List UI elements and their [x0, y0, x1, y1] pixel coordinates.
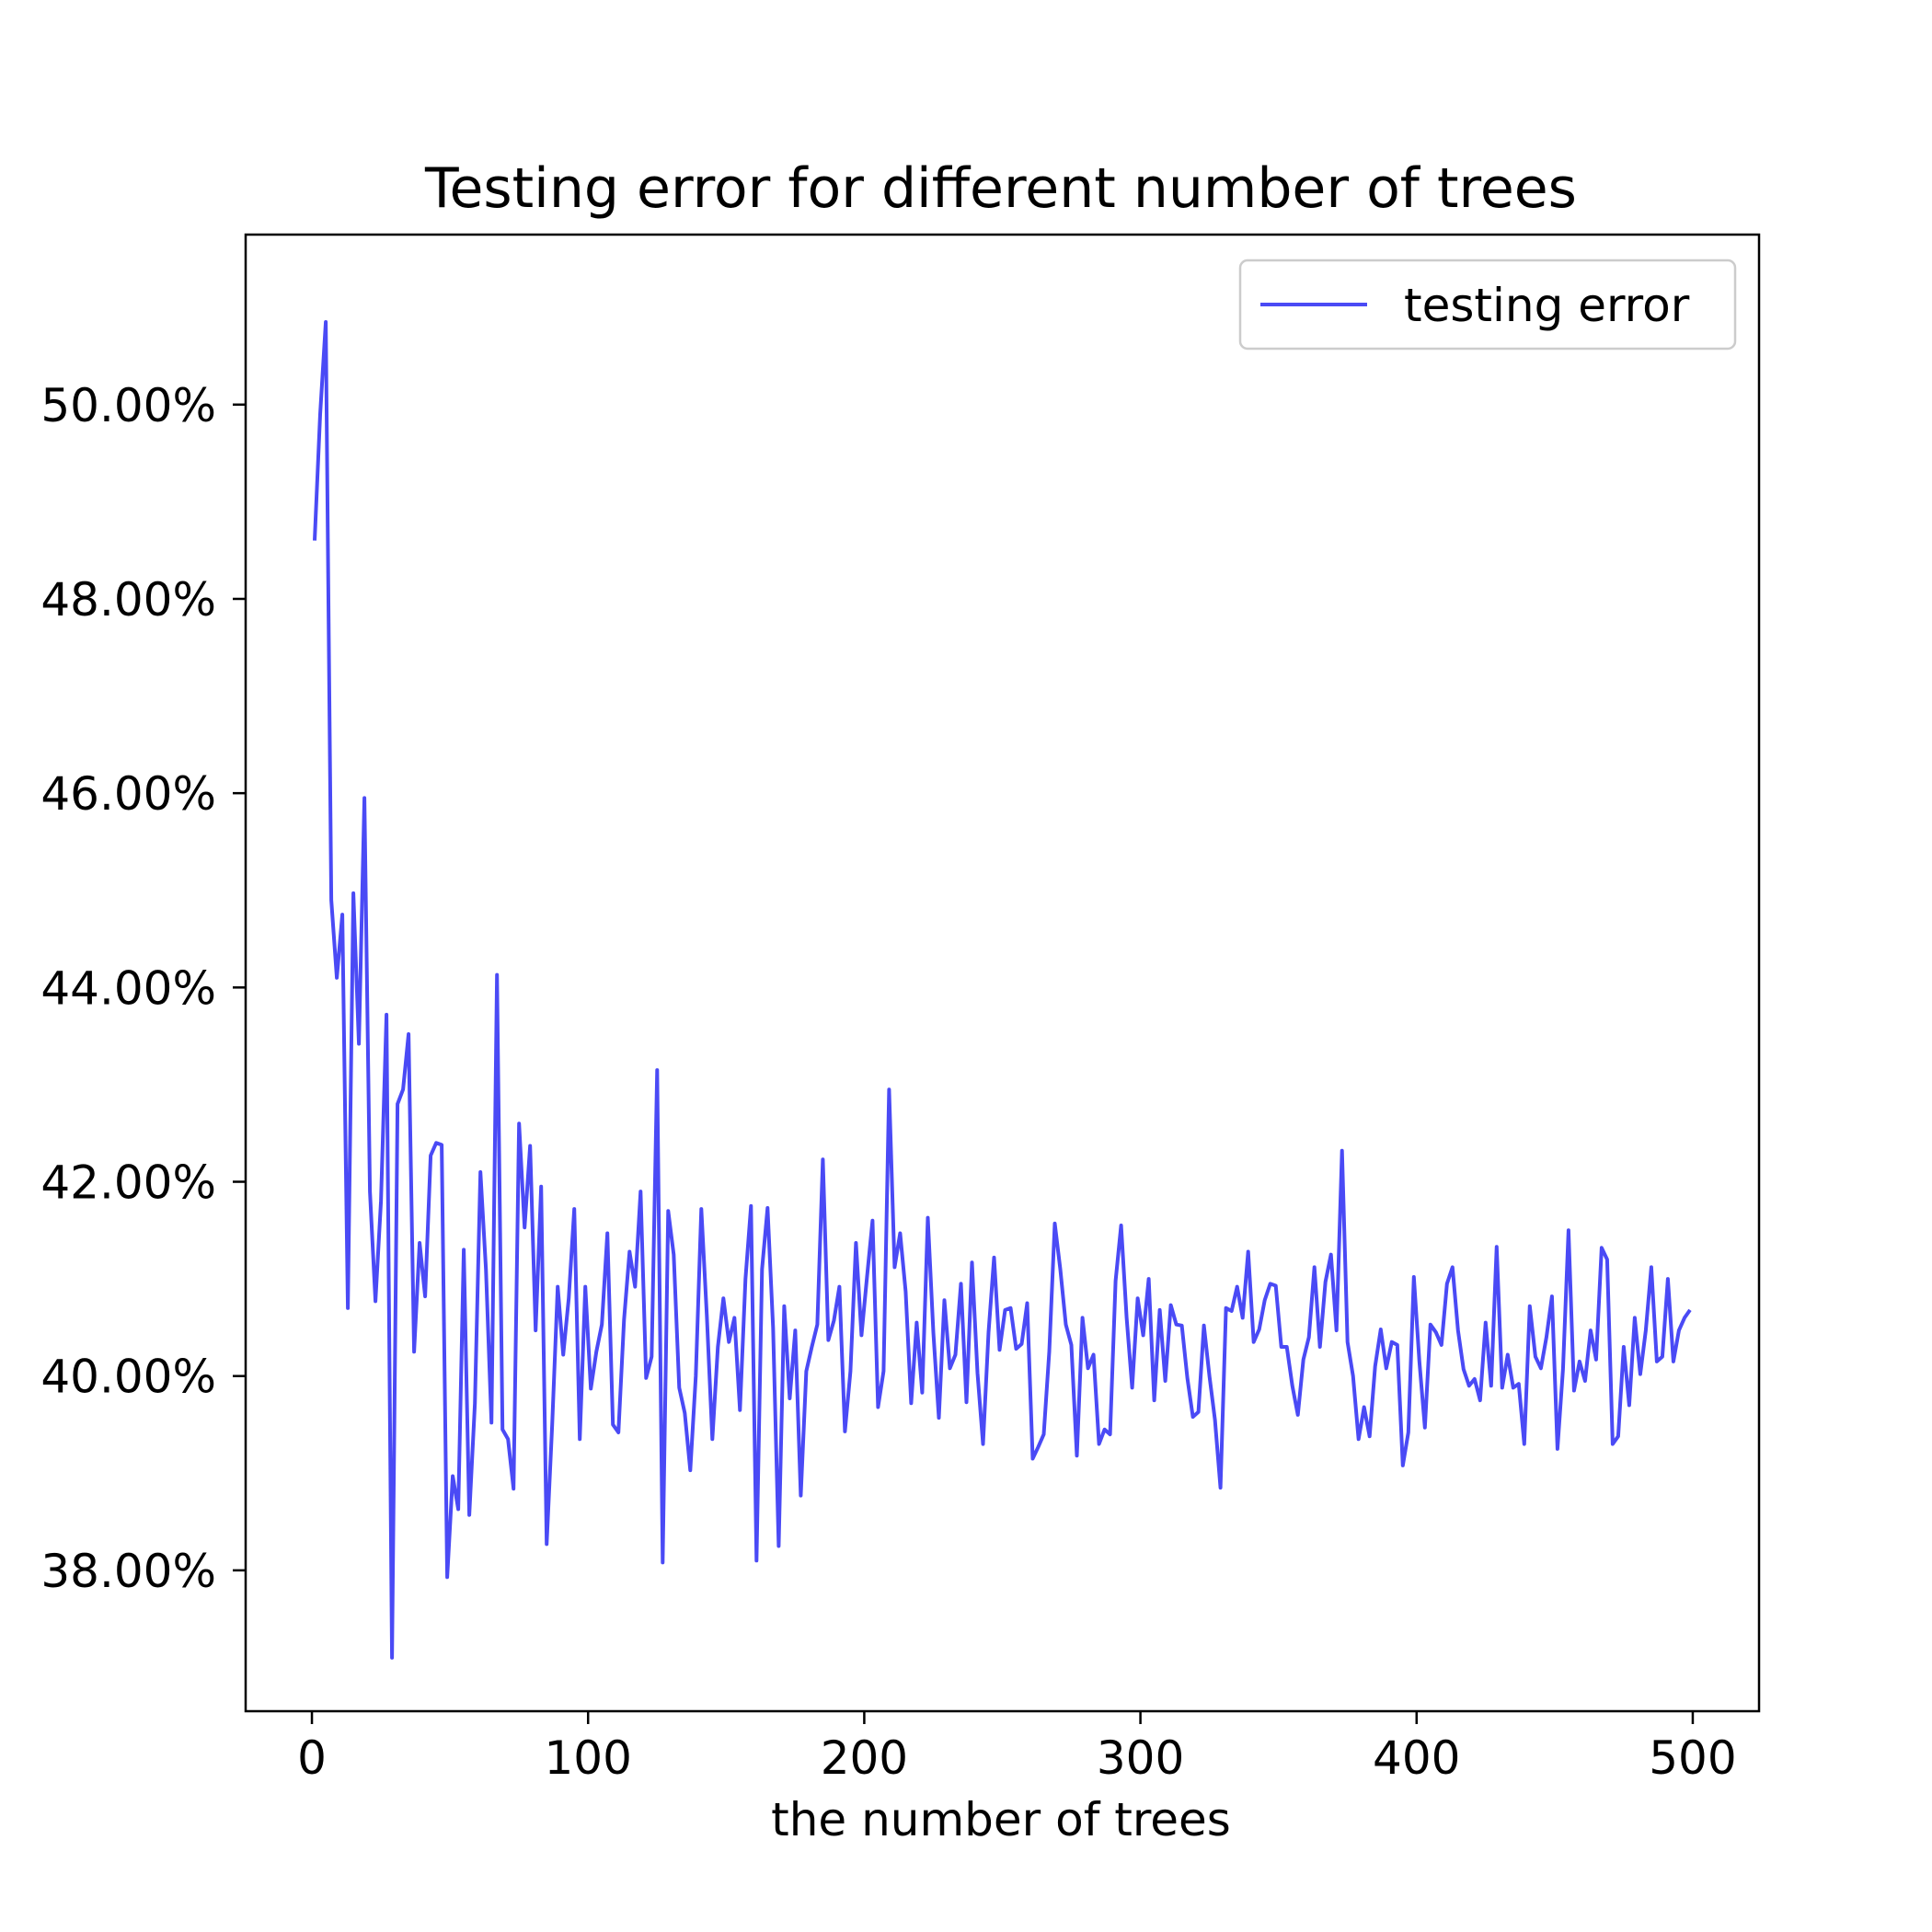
chart-title: Testing error for different number of tr… — [424, 156, 1577, 221]
y-tick-label: 46.00% — [40, 767, 216, 821]
x-tick-label: 500 — [1649, 1731, 1736, 1785]
legend-box — [1238, 259, 1737, 351]
x-tick-label: 400 — [1373, 1731, 1460, 1785]
y-tick-label: 50.00% — [40, 379, 216, 432]
x-tick-label: 0 — [297, 1731, 327, 1785]
x-tick-label: 200 — [821, 1731, 908, 1785]
y-tick-label: 48.00% — [40, 573, 216, 627]
legend: testing error — [1238, 259, 1737, 351]
plot-frame — [244, 233, 1761, 1713]
x-axis-label: the number of trees — [771, 1793, 1231, 1846]
y-tick-label: 40.00% — [40, 1351, 216, 1404]
y-tick-label: 44.00% — [40, 961, 216, 1015]
y-tick-label: 38.00% — [40, 1545, 216, 1598]
legend-label: testing error — [1404, 279, 1690, 332]
y-tick-label: 42.00% — [40, 1156, 216, 1210]
plot-area: 0 100 200 300 400 500 38.00% 40.00% 42.00% 44.00%… — [40, 233, 1761, 1785]
x-tick-label: 300 — [1097, 1731, 1184, 1785]
x-tick-label: 100 — [545, 1731, 632, 1785]
series-line-testing-error — [313, 320, 1692, 1660]
